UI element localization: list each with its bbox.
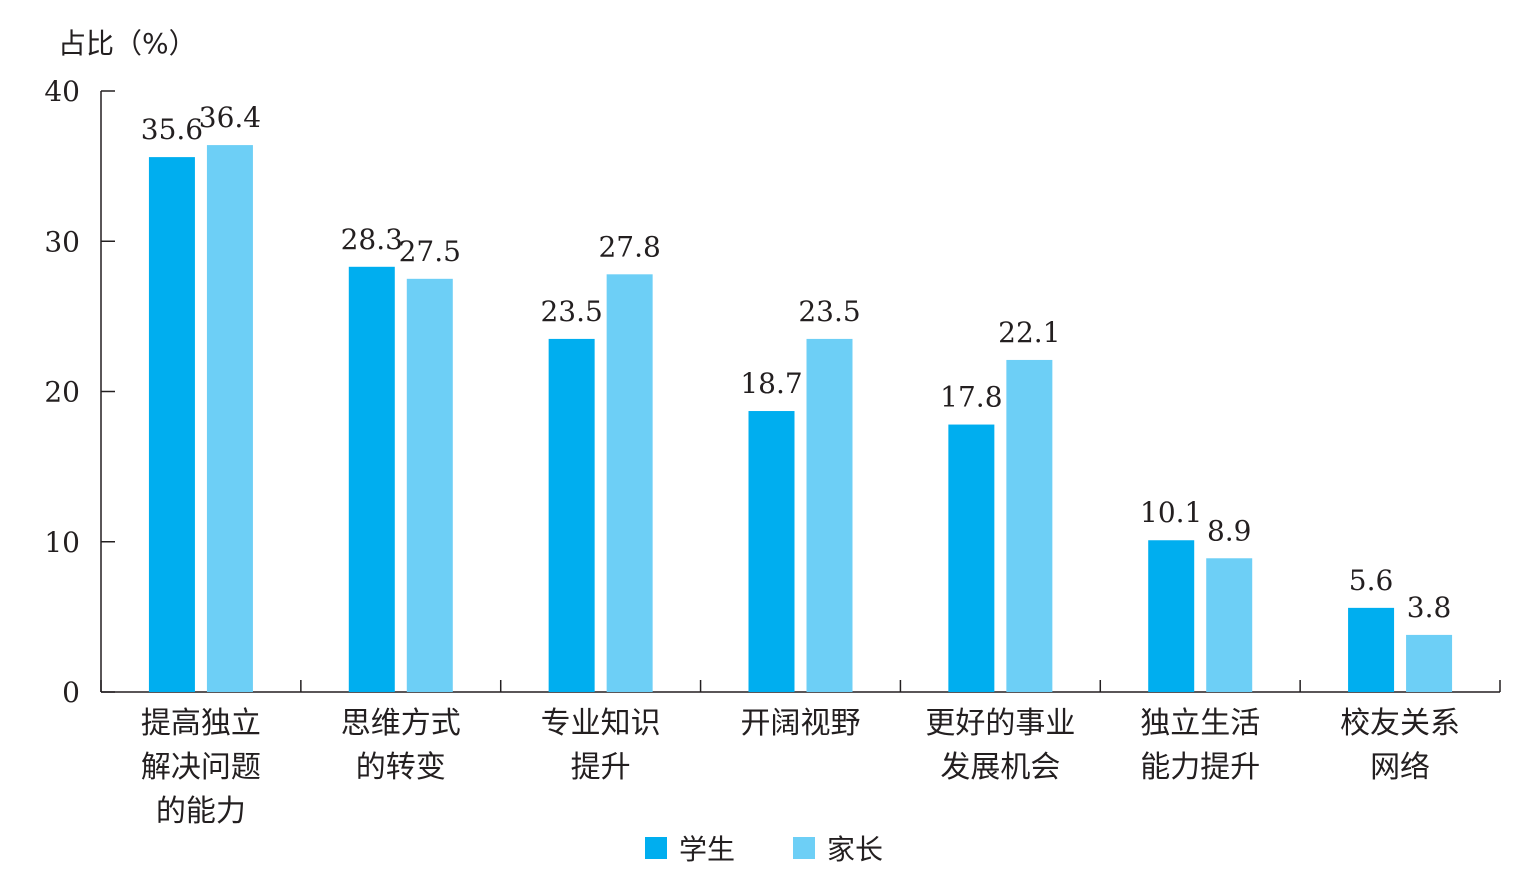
category-label: 思维方式 — [341, 706, 461, 741]
y-tick-label: 30 — [44, 225, 80, 258]
bar-parents — [1006, 359, 1053, 692]
data-label-students: 10.1 — [1140, 496, 1202, 529]
data-label-parents: 3.8 — [1407, 591, 1452, 624]
data-label-students: 23.5 — [540, 295, 602, 328]
category-label: 能力提升 — [1140, 750, 1260, 785]
data-label-students: 18.7 — [740, 367, 802, 400]
bar-students — [548, 338, 595, 692]
legend-label-parents: 家长 — [827, 833, 884, 866]
category-label: 解决问题 — [141, 750, 261, 785]
data-label-students: 5.6 — [1349, 564, 1394, 597]
y-tick-label: 20 — [44, 376, 80, 409]
legend-item-parents: 家长 — [793, 828, 883, 868]
category-label: 发展机会 — [940, 750, 1060, 785]
tick-labels: 0 10 20 30 40 — [44, 75, 80, 709]
y-tick-label: 40 — [44, 75, 80, 108]
bar-parents — [406, 278, 453, 692]
data-label-parents: 23.5 — [798, 295, 860, 328]
data-label-parents: 27.8 — [598, 230, 660, 263]
y-tick-label: 10 — [44, 526, 80, 559]
legend-item-students: 学生 — [644, 828, 735, 868]
category-label: 开阔视野 — [741, 706, 861, 741]
bars — [148, 145, 1453, 693]
bar-parents — [1206, 558, 1253, 692]
bar-students — [348, 266, 395, 692]
category-label: 提高独立 — [141, 706, 261, 741]
legend-swatch-parents — [793, 837, 815, 859]
bar-parents — [806, 338, 853, 692]
category-label: 的能力 — [156, 794, 246, 829]
data-label-parents: 22.1 — [998, 316, 1060, 349]
legend: 学生 家长 — [0, 828, 1528, 868]
data-label-students: 17.8 — [940, 381, 1002, 414]
bar-students — [1148, 540, 1195, 692]
legend-label-students: 学生 — [678, 833, 735, 866]
y-tick-label: 0 — [62, 676, 80, 709]
legend-swatch-students — [644, 837, 667, 859]
bar-students — [148, 157, 195, 693]
y-axis-title: 占比（%） — [58, 27, 197, 60]
bar-students — [748, 411, 795, 692]
category-label: 独立生活 — [1140, 706, 1260, 741]
bar-parents — [606, 274, 653, 692]
category-label: 专业知识 — [541, 706, 661, 741]
category-label: 的转变 — [356, 750, 446, 785]
data-label-parents: 36.4 — [199, 101, 261, 134]
category-label: 网络 — [1370, 750, 1430, 785]
bar-students — [1348, 607, 1395, 692]
data-label-students: 28.3 — [341, 223, 403, 256]
axes — [100, 90, 1501, 693]
category-label: 更好的事业 — [925, 706, 1075, 741]
category-label: 校友关系 — [1340, 706, 1460, 741]
bar-parents — [206, 145, 253, 693]
data-label-students: 35.6 — [141, 113, 203, 146]
category-label: 提升 — [571, 750, 631, 785]
data-label-parents: 27.5 — [399, 235, 461, 268]
bar-parents — [1406, 634, 1453, 692]
bar-students — [948, 424, 995, 692]
value-labels: 35.636.4 28.327.5 23.5 27.8 18.7 23.5 17.8 22.1… — [141, 101, 1452, 624]
data-label-parents: 8.9 — [1207, 514, 1252, 547]
